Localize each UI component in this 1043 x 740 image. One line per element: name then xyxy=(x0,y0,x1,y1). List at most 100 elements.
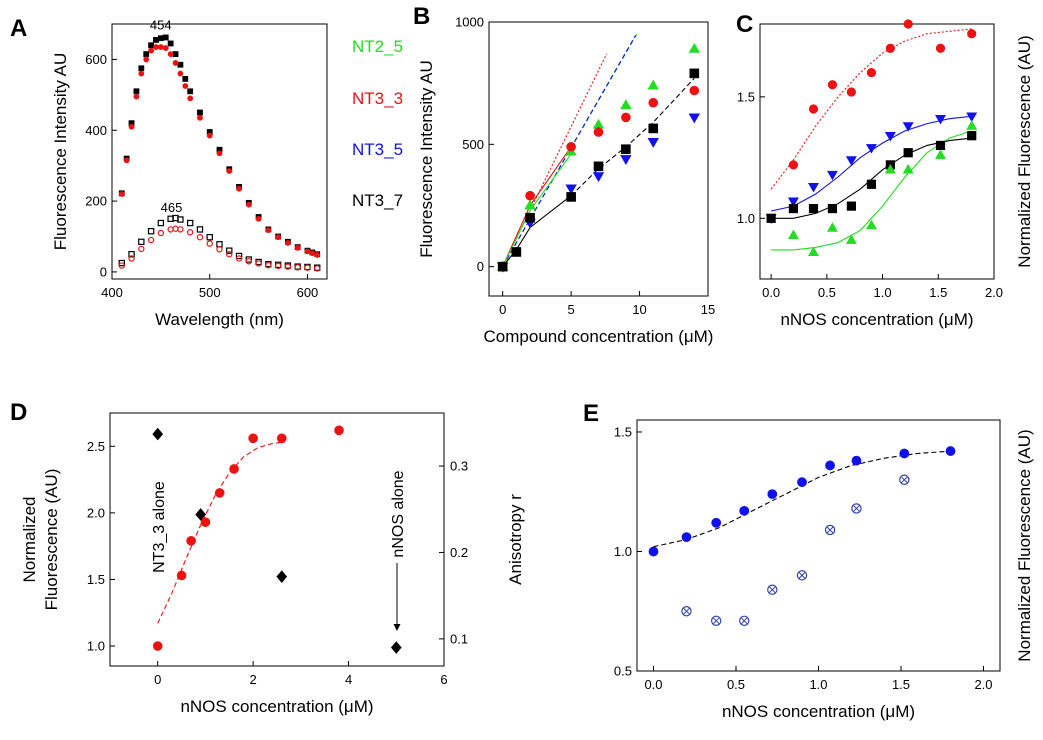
x-tick-label: 10 xyxy=(632,302,646,317)
data-point xyxy=(935,114,946,125)
data-point xyxy=(903,19,913,29)
series-diamond xyxy=(152,427,402,654)
data-point xyxy=(133,88,140,95)
data-point xyxy=(902,122,914,132)
x-tick-label: 0 xyxy=(499,302,506,317)
panel-a: 400 500 600 0 200 400 600 Wavelength (nm) Fluore… xyxy=(51,17,328,329)
data-point xyxy=(866,67,877,78)
annotation-arrowhead xyxy=(393,624,401,631)
y-axis-label: Fluorescence Intensity AU xyxy=(417,60,436,257)
x-axis-label: Wavelength (nm) xyxy=(155,310,284,329)
data-point xyxy=(235,252,243,260)
y-tick-label: 500 xyxy=(462,137,484,152)
y-tick-label: 600 xyxy=(85,52,107,67)
y-tick-label: 0.5 xyxy=(614,664,632,679)
data-point xyxy=(808,182,819,193)
data-point xyxy=(147,236,155,244)
data-point xyxy=(334,425,344,436)
data-point xyxy=(118,191,125,197)
data-point xyxy=(177,216,184,223)
data-point xyxy=(248,433,258,444)
panel-e: 0.0 0.5 1.0 1.5 2.0 0.5 1.0 1.5 nNOS concentrati… xyxy=(614,419,1034,721)
data-point xyxy=(294,264,301,271)
panel-label-a: A xyxy=(10,15,27,42)
data-point xyxy=(167,51,174,58)
panel-label-b: B xyxy=(413,3,430,30)
data-point xyxy=(172,60,179,66)
series-nt3_3 xyxy=(497,85,700,272)
y-axis-label: Normalized Fluorescence (AU) xyxy=(1015,429,1034,661)
data-point xyxy=(647,79,659,90)
data-point xyxy=(592,172,605,183)
data-point xyxy=(865,144,877,154)
x-tick-label: 2 xyxy=(250,672,257,687)
y-axis-label: Normalized Fluorescence (AU) xyxy=(1015,35,1034,267)
data-point xyxy=(620,99,632,110)
data-point xyxy=(172,51,179,58)
data-point xyxy=(899,448,910,459)
data-point xyxy=(851,503,862,514)
series-nt3_5 xyxy=(765,112,978,225)
series-square xyxy=(118,34,321,258)
data-point xyxy=(620,155,632,166)
data-point xyxy=(118,259,125,267)
data-point xyxy=(197,114,203,121)
data-point xyxy=(648,123,659,134)
x-tick-label: 4 xyxy=(345,672,352,687)
data-point xyxy=(157,35,164,42)
data-point xyxy=(902,163,914,174)
data-point xyxy=(152,641,163,651)
data-point xyxy=(138,70,145,77)
y2-axis-label: Anisotropy r xyxy=(506,494,525,585)
data-point xyxy=(138,245,145,253)
data-point xyxy=(945,446,956,456)
data-point xyxy=(592,118,605,129)
series-nt3_7 xyxy=(497,68,700,272)
y-axis-label: Fluorescence Intensity AU xyxy=(51,53,70,250)
x-tick-label: 5 xyxy=(568,302,575,317)
data-point xyxy=(808,203,819,214)
series-circle xyxy=(118,44,321,258)
data-point xyxy=(245,258,253,265)
data-point xyxy=(739,615,750,627)
fit-line xyxy=(770,115,972,212)
data-point xyxy=(797,477,807,488)
data-point xyxy=(229,464,239,474)
data-point xyxy=(206,234,213,241)
data-point xyxy=(648,97,659,108)
x-tick-label: 1.5 xyxy=(892,677,910,692)
fit-line xyxy=(157,441,282,624)
data-point xyxy=(767,489,778,500)
data-point xyxy=(153,37,159,43)
data-point xyxy=(216,150,223,157)
data-point xyxy=(245,201,252,208)
x-axis-label: nNOS concentration (μM) xyxy=(180,697,373,716)
y2-tick-label: 0.2 xyxy=(450,545,468,560)
fit-line xyxy=(502,53,608,267)
data-point xyxy=(525,212,535,223)
x-tick-label: 500 xyxy=(199,285,221,300)
data-point xyxy=(226,247,233,254)
plot-frame xyxy=(759,23,995,280)
y-tick-label: 2.0 xyxy=(87,505,105,520)
x-tick-label: 0 xyxy=(154,672,161,687)
data-point xyxy=(177,226,184,233)
data-point xyxy=(265,227,272,234)
data-point xyxy=(128,251,135,258)
data-point xyxy=(275,234,282,241)
data-point xyxy=(566,141,576,152)
data-point xyxy=(689,68,700,79)
data-point xyxy=(935,149,946,159)
data-point xyxy=(147,227,155,235)
series-nt3_3 xyxy=(788,19,977,170)
x-tick-label: 0.5 xyxy=(727,677,745,692)
data-point xyxy=(865,219,877,230)
y2-tick-label: 0.3 xyxy=(450,459,468,474)
fit-line xyxy=(653,450,951,548)
data-point xyxy=(143,56,150,63)
data-point xyxy=(851,455,862,466)
x-tick-label: 6 xyxy=(440,672,447,687)
data-point xyxy=(265,261,272,269)
data-point xyxy=(176,570,187,581)
